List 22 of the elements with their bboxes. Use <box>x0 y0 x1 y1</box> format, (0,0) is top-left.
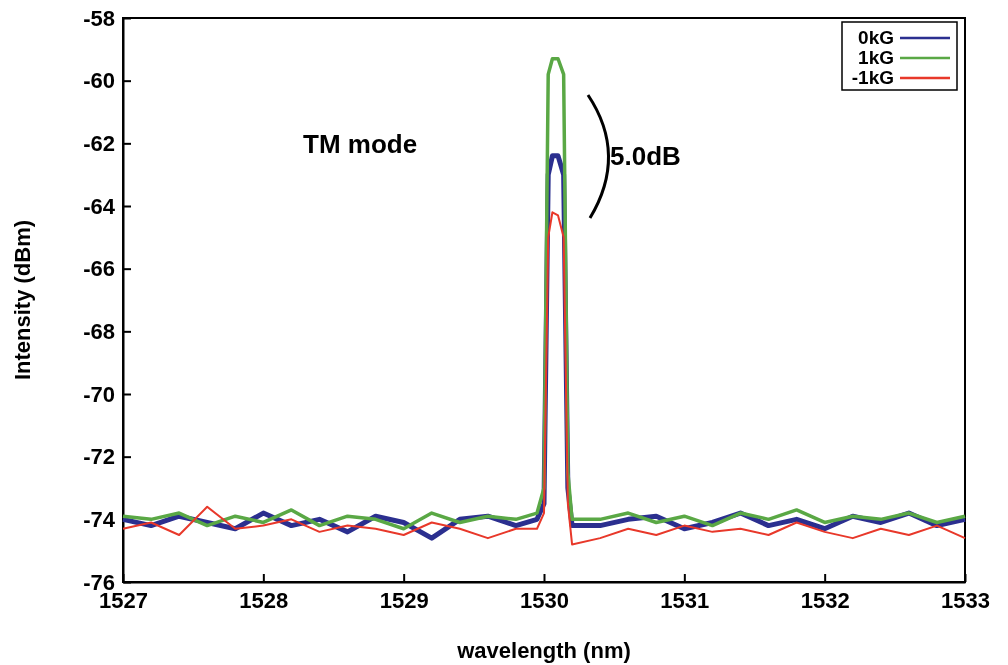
annotation: TM mode <box>303 129 418 159</box>
legend-label: 0kG <box>858 27 894 48</box>
y-tick-label: -68 <box>83 318 115 344</box>
y-tick-label: -74 <box>83 506 116 532</box>
y-tick-label: -72 <box>83 444 115 470</box>
x-tick-label: 1530 <box>520 587 569 613</box>
x-axis-title: wavelength (nm) <box>456 638 631 663</box>
y-tick-label: -70 <box>83 381 115 407</box>
legend-label: -1kG <box>851 67 894 88</box>
y-axis-title: Intensity (dBm) <box>10 219 35 381</box>
legend-label: 1kG <box>858 47 894 68</box>
x-tick-label: 1533 <box>941 587 990 613</box>
y-tick-label: -62 <box>83 130 115 156</box>
y-tick-label: -66 <box>83 256 115 282</box>
x-tick-label: 1529 <box>379 587 429 613</box>
y-tick-label: -60 <box>83 68 115 94</box>
y-tick-label: -58 <box>83 5 115 31</box>
x-tick-label: 1531 <box>660 587 710 613</box>
y-tick-label: -64 <box>83 193 116 219</box>
x-tick-label: 1528 <box>239 587 289 613</box>
annotation: 5.0dB <box>610 141 681 171</box>
x-tick-label: 1532 <box>800 587 850 613</box>
